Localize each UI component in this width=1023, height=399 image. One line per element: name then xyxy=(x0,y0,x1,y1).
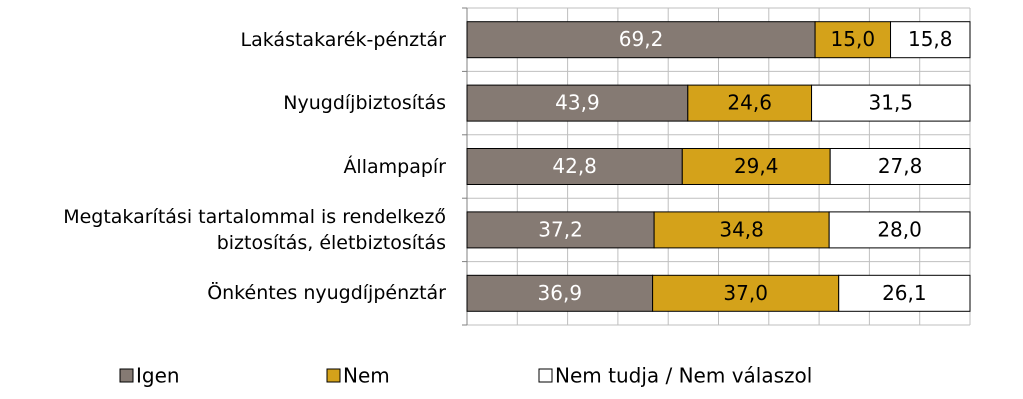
bar-segment xyxy=(681,148,831,185)
bar-segment xyxy=(829,148,971,185)
legend-swatch xyxy=(119,368,134,383)
bar-segment xyxy=(466,21,816,59)
value-label: 69,2 xyxy=(619,27,664,51)
bar-segment xyxy=(814,21,892,59)
bar-segment xyxy=(653,211,830,249)
category-label: Lakástakarék-pénztár xyxy=(240,28,446,51)
value-label: 36,9 xyxy=(538,281,583,305)
value-label: 34,8 xyxy=(719,217,764,241)
category-label: Megtakarítási tartalommal is rendelkező … xyxy=(63,205,446,254)
legend-label: Nem xyxy=(343,364,390,388)
category-label: Állampapír xyxy=(343,155,446,178)
value-label: 37,2 xyxy=(538,217,583,241)
bar-segment xyxy=(466,211,655,249)
value-label: 15,8 xyxy=(908,27,953,51)
bar-segment xyxy=(652,274,840,312)
value-label: 37,0 xyxy=(723,281,768,305)
bar-segment xyxy=(466,274,654,312)
bar-segment xyxy=(466,84,689,122)
value-label: 27,8 xyxy=(878,154,923,178)
legend-swatch xyxy=(538,368,553,383)
value-label: 28,0 xyxy=(877,217,922,241)
value-label: 43,9 xyxy=(555,91,600,115)
value-label: 29,4 xyxy=(734,154,779,178)
bar-segment xyxy=(466,148,683,185)
value-label: 42,8 xyxy=(552,154,597,178)
legend-label: Nem tudja / Nem válaszol xyxy=(555,364,812,388)
legend-swatch xyxy=(326,368,341,383)
legend-label: Igen xyxy=(136,364,180,388)
category-label: Nyugdíjbiztosítás xyxy=(283,92,446,115)
bar-segment xyxy=(828,211,971,249)
value-label: 31,5 xyxy=(869,91,914,115)
value-label: 15,0 xyxy=(831,27,876,51)
value-label: 26,1 xyxy=(882,281,927,305)
value-label: 24,6 xyxy=(727,91,772,115)
category-label: Önkéntes nyugdíjpénztár xyxy=(207,282,446,305)
bar-segment xyxy=(811,84,971,122)
bar-segment xyxy=(838,274,971,312)
bar-segment xyxy=(890,21,971,59)
